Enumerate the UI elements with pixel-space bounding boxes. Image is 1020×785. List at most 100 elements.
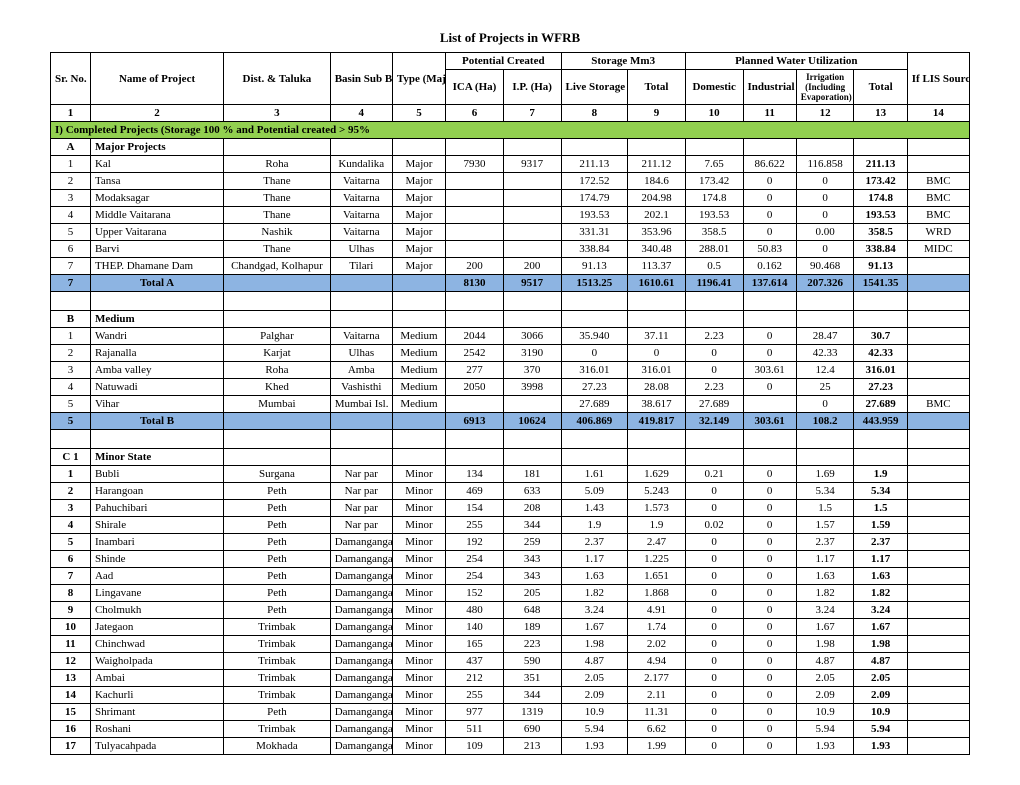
cell: 0 xyxy=(685,704,743,721)
cell: Thane xyxy=(224,190,331,207)
cell xyxy=(224,449,331,466)
cell xyxy=(628,449,686,466)
cell: Middle Vaitarana xyxy=(90,207,223,224)
section-header: I) Completed Projects (Storage 100 % and… xyxy=(51,122,970,139)
cell: 2050 xyxy=(446,379,504,396)
cell: 193.53 xyxy=(854,207,907,224)
cell: 0 xyxy=(743,517,796,534)
cell: 4.91 xyxy=(628,602,686,619)
cell: 358.5 xyxy=(685,224,743,241)
cell: Minor xyxy=(392,670,445,687)
cell: 0 xyxy=(796,396,854,413)
cell: 4 xyxy=(51,379,91,396)
cell: 0 xyxy=(743,636,796,653)
table-row: 4ShiralePethNar parMinor2553441.91.90.02… xyxy=(51,517,970,534)
cell: Kachurli xyxy=(90,687,223,704)
cell: 648 xyxy=(503,602,561,619)
cell: 316.01 xyxy=(854,362,907,379)
cell xyxy=(796,311,854,328)
cell: Lingavane xyxy=(90,585,223,602)
cell xyxy=(628,139,686,156)
cell: 2.23 xyxy=(685,379,743,396)
cell: 2.05 xyxy=(854,670,907,687)
cell: 7 xyxy=(51,258,91,275)
cell: B xyxy=(51,311,91,328)
cell: Tilari xyxy=(330,258,392,275)
cell: Minor xyxy=(392,721,445,738)
cell: 1.67 xyxy=(796,619,854,636)
cell xyxy=(685,139,743,156)
cell: 173.42 xyxy=(685,173,743,190)
cell: Minor xyxy=(392,551,445,568)
col-srno: Sr. No. xyxy=(51,53,91,105)
cell: 419.817 xyxy=(628,413,686,430)
cell: 2.37 xyxy=(796,534,854,551)
cell: Nashik xyxy=(224,224,331,241)
cell xyxy=(392,292,445,311)
cell: Thane xyxy=(224,241,331,258)
cell: Rajanalla xyxy=(90,345,223,362)
cell: 0.00 xyxy=(796,224,854,241)
col-ip: I.P. (Ha) xyxy=(503,70,561,105)
cell: 1.98 xyxy=(561,636,628,653)
cell: 2.05 xyxy=(561,670,628,687)
cell: 2.05 xyxy=(796,670,854,687)
cell xyxy=(503,311,561,328)
cell: 15 xyxy=(51,704,91,721)
cell xyxy=(907,500,969,517)
cell: THEP. Dhamane Dam xyxy=(90,258,223,275)
table-row: 16RoshaniTrimbakDamangangaMinor5116905.9… xyxy=(51,721,970,738)
cell: 193.53 xyxy=(561,207,628,224)
cell: 254 xyxy=(446,568,504,585)
cell: 165 xyxy=(446,636,504,653)
cell: 154 xyxy=(446,500,504,517)
cell: 1.651 xyxy=(628,568,686,585)
cell: 28.47 xyxy=(796,328,854,345)
cell: Vaitarna xyxy=(330,207,392,224)
cell xyxy=(330,139,392,156)
cell: Damanganga xyxy=(330,568,392,585)
col-name: Name of Project xyxy=(90,53,223,105)
cell: 27.689 xyxy=(854,396,907,413)
cell xyxy=(907,156,969,173)
cell: 2.02 xyxy=(628,636,686,653)
cell: I) Completed Projects (Storage 100 % and… xyxy=(51,122,970,139)
cell: Chandgad, Kolhapur xyxy=(224,258,331,275)
cell: 5 xyxy=(51,224,91,241)
cell: 11 xyxy=(51,636,91,653)
cell xyxy=(854,449,907,466)
cell: 511 xyxy=(446,721,504,738)
cell: Minor xyxy=(392,517,445,534)
cell xyxy=(907,721,969,738)
cell xyxy=(330,275,392,292)
cell: 344 xyxy=(503,687,561,704)
cell xyxy=(446,173,504,190)
cell: 5 xyxy=(51,413,91,430)
cell: 35.940 xyxy=(561,328,628,345)
cell xyxy=(743,292,796,311)
table-row: 2TansaThaneVaitarnaMajor172.52184.6173.4… xyxy=(51,173,970,190)
cell: Shinde xyxy=(90,551,223,568)
cell: 212 xyxy=(446,670,504,687)
cell: 0 xyxy=(743,328,796,345)
cell xyxy=(561,139,628,156)
cell: 4.87 xyxy=(796,653,854,670)
cell: 2 xyxy=(51,173,91,190)
cell: 27.689 xyxy=(561,396,628,413)
cell: 32.149 xyxy=(685,413,743,430)
cell xyxy=(907,653,969,670)
cell: 358.5 xyxy=(854,224,907,241)
cell xyxy=(330,413,392,430)
cell: 0 xyxy=(796,241,854,258)
cell: 5.34 xyxy=(796,483,854,500)
cell: 6.62 xyxy=(628,721,686,738)
cell: Medium xyxy=(392,379,445,396)
table-row: 15ShrimantPethDamangangaMinor977131910.9… xyxy=(51,704,970,721)
cell: 1.9 xyxy=(854,466,907,483)
cell: 4 xyxy=(51,517,91,534)
cell: 0 xyxy=(743,551,796,568)
cell: 0 xyxy=(685,585,743,602)
cell: 1 xyxy=(51,328,91,345)
cell xyxy=(90,292,223,311)
cell xyxy=(330,311,392,328)
